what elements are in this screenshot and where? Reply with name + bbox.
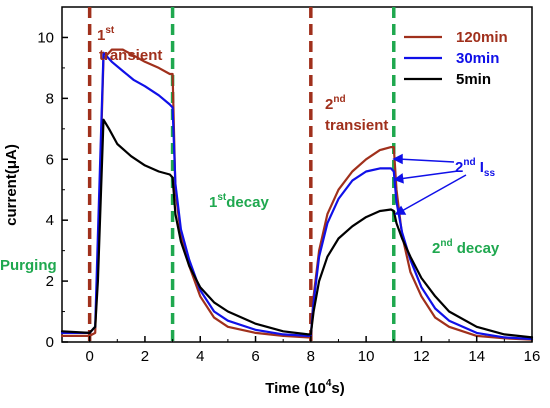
x-tick-label: 12 bbox=[413, 348, 430, 365]
x-axis-title: Time (104s) bbox=[265, 378, 345, 397]
iss-arrows bbox=[392, 153, 467, 215]
annotation-second-iss-word: I bbox=[476, 159, 484, 176]
x-tick-label: 0 bbox=[85, 348, 93, 365]
legend: 120min 30min 5min bbox=[404, 29, 508, 88]
x-tick-label: 8 bbox=[307, 348, 315, 365]
iss-arrowhead-bottom bbox=[394, 205, 407, 215]
annotation-second-transient-word: transient bbox=[325, 117, 388, 134]
annotation-second-transient-ord: 2nd bbox=[325, 94, 346, 113]
annotation-first-transient-ord: 1st bbox=[97, 25, 115, 44]
annotation-second-decay: 2nd decay bbox=[432, 238, 500, 257]
y-tick-label: 6 bbox=[46, 151, 54, 168]
iss-arrow-bottom bbox=[399, 174, 467, 213]
iss-arrowhead-top bbox=[392, 153, 403, 165]
iss-arrow-top bbox=[397, 158, 455, 163]
x-tick-label: 2 bbox=[141, 348, 149, 365]
ticks-layer: 0 2 4 6 8 10 12 14 16 0 2 4 6 8 10 bbox=[37, 6, 541, 365]
x-axis-title-sup: 4 bbox=[326, 378, 332, 389]
annotation-second-iss-sub: ss bbox=[484, 168, 496, 179]
annotation-second-iss-sup: nd bbox=[463, 157, 475, 168]
legend-label-5min: 5min bbox=[456, 71, 491, 88]
annotation-first-decay: 1stdecay bbox=[209, 192, 269, 211]
y-tick-label: 0 bbox=[46, 334, 54, 351]
legend-label-30min: 30min bbox=[456, 50, 499, 67]
x-tick-label: 14 bbox=[468, 348, 485, 365]
annotation-purging: Purging bbox=[0, 257, 57, 274]
y-tick-label: 8 bbox=[46, 90, 54, 107]
x-tick-label: 6 bbox=[251, 348, 259, 365]
annotation-second-transient-sup: nd bbox=[333, 94, 345, 105]
series-layer bbox=[60, 48, 534, 341]
y-axis-title: current(μA) bbox=[3, 144, 20, 226]
annotation-first-decay-word: decay bbox=[226, 194, 269, 211]
x-tick-label: 10 bbox=[358, 348, 375, 365]
y-tick-label: 10 bbox=[37, 29, 54, 46]
annotation-second-decay-word: decay bbox=[453, 240, 500, 257]
annotation-first-transient-sup: st bbox=[105, 25, 115, 36]
annotation-second-decay-sup: nd bbox=[440, 238, 452, 249]
series-line-5min bbox=[60, 118, 534, 339]
x-axis-title-end: s) bbox=[331, 380, 344, 397]
x-tick-label: 4 bbox=[196, 348, 204, 365]
annotation-first-transient-word: transient bbox=[99, 47, 162, 64]
vlines-layer bbox=[87, 7, 396, 342]
annotation-second-iss: 2nd Iss bbox=[455, 157, 495, 179]
x-tick-label: 16 bbox=[524, 348, 541, 365]
y-tick-label: 4 bbox=[46, 212, 54, 229]
annotation-first-decay-sup: st bbox=[217, 192, 227, 203]
iss-arrow-middle bbox=[398, 170, 459, 180]
legend-label-120min: 120min bbox=[456, 29, 508, 46]
series-line-30min bbox=[60, 51, 534, 341]
iss-arrowhead-middle bbox=[393, 173, 404, 184]
plot-frame bbox=[61, 6, 533, 343]
series-line-120min bbox=[60, 48, 534, 341]
y-tick-label: 2 bbox=[46, 273, 54, 290]
